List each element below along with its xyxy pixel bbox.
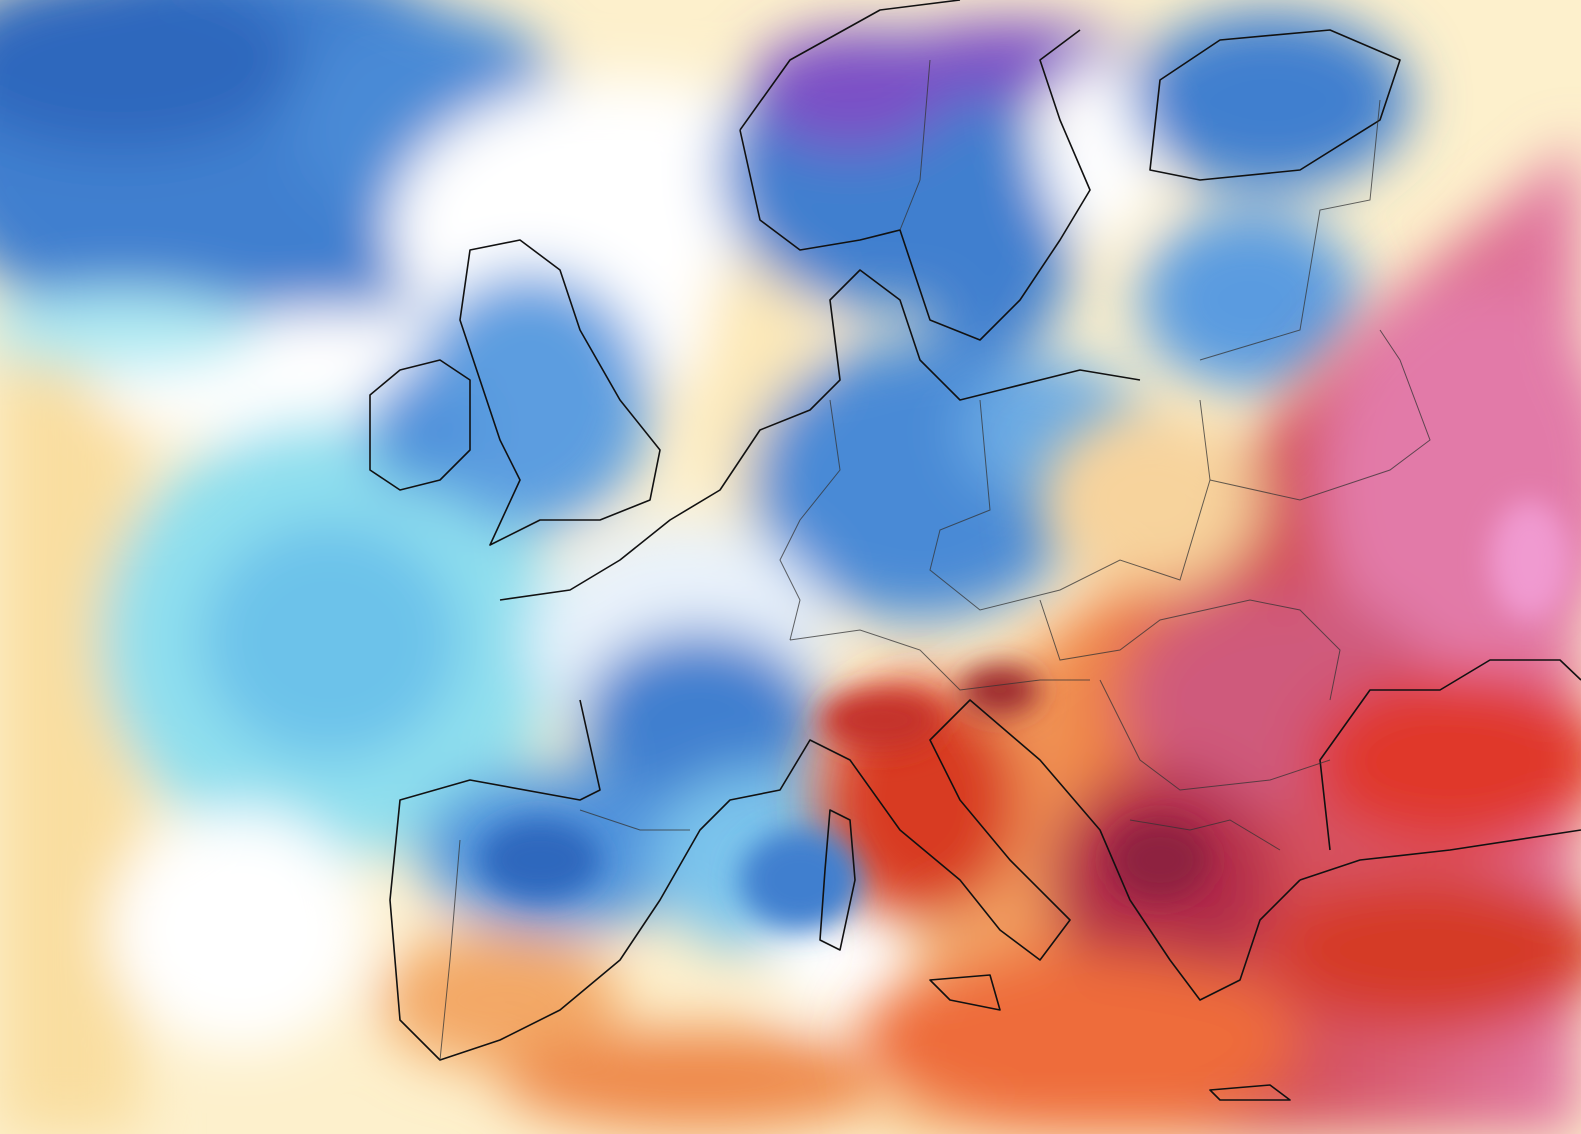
field-patch bbox=[960, 665, 1040, 715]
coastline bbox=[1149, 29, 1401, 181]
detail-field bbox=[480, 500, 1570, 930]
warm-field bbox=[820, 140, 1581, 1134]
field-patch bbox=[1310, 670, 1581, 850]
coastline bbox=[1209, 1084, 1291, 1101]
border bbox=[1199, 99, 1381, 361]
field-patch bbox=[110, 810, 370, 1050]
field-patch bbox=[380, 930, 620, 1070]
coastlines bbox=[369, 0, 1581, 1101]
border bbox=[899, 59, 931, 231]
field-patch bbox=[740, 830, 860, 930]
coastline bbox=[739, 0, 1091, 341]
field-patch bbox=[1270, 870, 1581, 1030]
field-patch bbox=[1140, 210, 1360, 390]
border bbox=[1099, 679, 1331, 791]
border bbox=[779, 399, 841, 641]
border bbox=[929, 399, 1211, 611]
field-patch bbox=[580, 630, 820, 810]
field-patch bbox=[0, 0, 300, 150]
coastline bbox=[1299, 659, 1581, 881]
field-patch bbox=[410, 270, 650, 530]
anomaly-field bbox=[0, 0, 1410, 1134]
field-patch bbox=[0, 290, 260, 370]
field-patch bbox=[1040, 60, 1160, 240]
coastline bbox=[499, 269, 1141, 601]
borders bbox=[439, 59, 1431, 1061]
border bbox=[579, 809, 690, 831]
coastline bbox=[369, 359, 471, 491]
coastline bbox=[929, 974, 1001, 1011]
field-patch bbox=[820, 690, 940, 750]
field-patch bbox=[480, 820, 600, 900]
field-patch bbox=[200, 520, 460, 760]
border bbox=[789, 629, 1090, 691]
field-patch bbox=[1130, 10, 1410, 190]
field-patch bbox=[365, 370, 475, 490]
field-patch bbox=[500, 1030, 900, 1130]
field-patch bbox=[0, 330, 140, 1134]
field-patch bbox=[1040, 410, 1260, 590]
coastline bbox=[819, 809, 856, 951]
border bbox=[1129, 819, 1281, 851]
field-patch bbox=[1490, 500, 1570, 620]
field-patch bbox=[860, 950, 1300, 1130]
coastline bbox=[459, 239, 661, 546]
border bbox=[1039, 599, 1341, 701]
field-patch bbox=[1110, 820, 1210, 900]
field-patch bbox=[910, 140, 1070, 360]
border bbox=[439, 839, 461, 1061]
border bbox=[1209, 329, 1431, 501]
coastline bbox=[389, 699, 1301, 1061]
